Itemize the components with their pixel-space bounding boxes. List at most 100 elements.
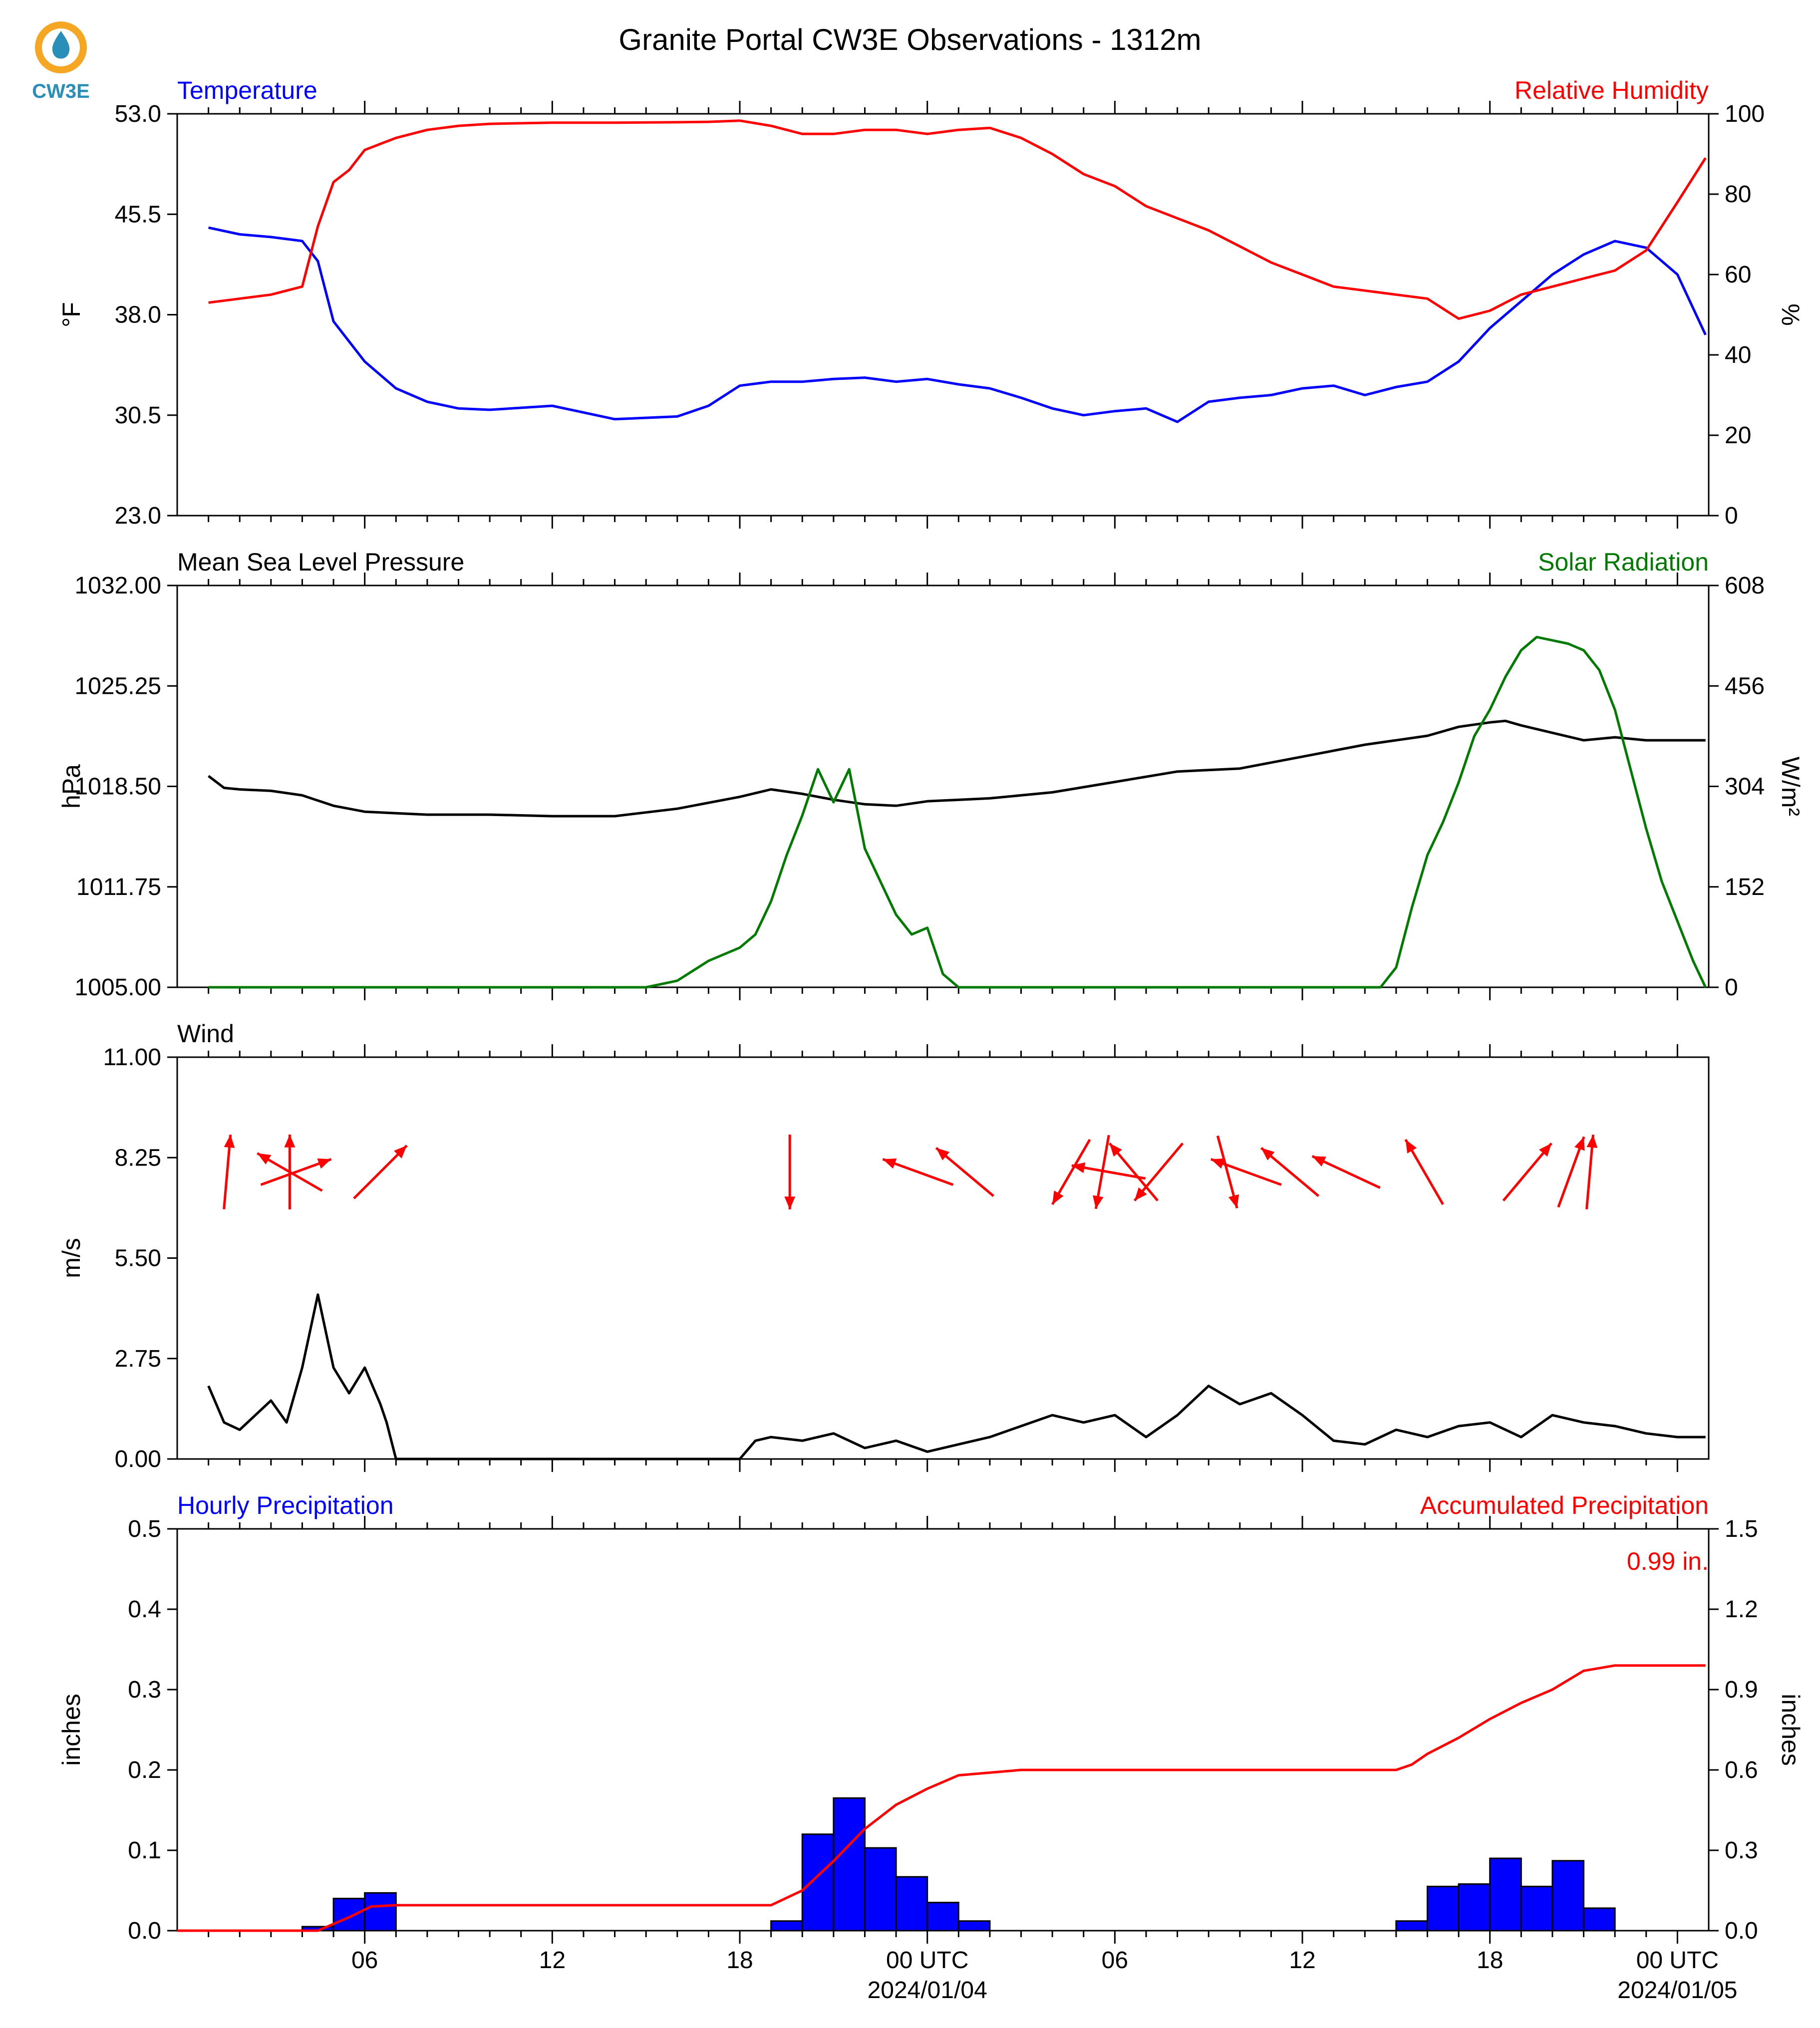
y-right-tick-label: 60 — [1725, 262, 1751, 288]
y-left-tick-label: 1018.50 — [74, 774, 161, 800]
y-right-tick-label: 1.2 — [1725, 1596, 1758, 1623]
y-left-tick-label: 53.0 — [115, 101, 161, 127]
wind-arrow-head — [284, 1135, 296, 1148]
wind-arrow-head — [784, 1196, 796, 1209]
x-tick-label: 00 UTC — [1636, 1947, 1719, 1974]
x-date-label: 2024/01/05 — [1617, 1977, 1737, 2004]
y-right-tick-label: 40 — [1725, 342, 1751, 368]
y-left-tick-label: 5.50 — [115, 1245, 161, 1272]
series-line-relative-humidity — [208, 119, 1707, 320]
wind-arrow-head — [317, 1158, 331, 1169]
wind-arrow-head — [1586, 1135, 1598, 1148]
y-right-tick-label: 608 — [1725, 573, 1765, 599]
precip-bar — [1583, 1907, 1616, 1932]
panel-title-left: Hourly Precipitation — [177, 1491, 394, 1519]
x-tick-label: 12 — [539, 1947, 566, 1974]
precip-bar — [1395, 1920, 1428, 1932]
y-right-tick-label: 152 — [1725, 874, 1765, 900]
panel-title-right: Solar Radiation — [1538, 548, 1709, 576]
y-right-tick-label: 100 — [1725, 101, 1765, 127]
x-tick-label: 06 — [1102, 1947, 1128, 1974]
precip-bar — [1426, 1885, 1460, 1932]
series-line-wind — [207, 1293, 1706, 1460]
panel-title-left: Temperature — [177, 76, 317, 104]
y-axis-label-left: inches — [57, 1694, 85, 1766]
y-left-tick-label: 0.3 — [128, 1677, 161, 1703]
y-left-tick-label: 38.0 — [115, 302, 161, 328]
wind-arrow-head — [1109, 1143, 1122, 1157]
precip-bar — [895, 1876, 928, 1932]
y-left-tick-label: 1025.25 — [74, 673, 161, 699]
panel-title-right: Accumulated Precipitation — [1420, 1491, 1709, 1519]
y-right-tick-label: 304 — [1725, 774, 1765, 800]
precip-bar — [926, 1902, 959, 1932]
wind-arrow-head — [394, 1145, 407, 1159]
logo-drop-icon — [52, 31, 70, 59]
precip-bar — [957, 1920, 991, 1932]
wind-arrow-head — [257, 1153, 272, 1164]
y-axis-label-right: W/m² — [1777, 757, 1805, 816]
precip-bar — [1551, 1860, 1585, 1932]
y-left-tick-label: 45.5 — [115, 201, 161, 228]
y-left-tick-label: 8.25 — [115, 1145, 161, 1171]
y-right-tick-label: 0.0 — [1725, 1918, 1758, 1944]
precip-bar — [864, 1847, 897, 1932]
wind-arrow-head — [1093, 1195, 1104, 1209]
wind-arrow-head — [1211, 1158, 1225, 1169]
cw3e-logo: CW3E — [32, 21, 90, 102]
y-right-tick-label: 0.9 — [1725, 1677, 1758, 1703]
y-right-tick-label: 1.5 — [1725, 1516, 1758, 1542]
y-left-tick-label: 0.2 — [128, 1757, 161, 1783]
y-axis-label-right: inches — [1777, 1694, 1805, 1766]
y-left-tick-label: 1011.75 — [76, 874, 161, 900]
y-left-tick-label: 30.5 — [115, 402, 161, 429]
x-tick-label: 00 UTC — [886, 1947, 968, 1974]
wind-arrow-head — [224, 1135, 235, 1148]
y-left-tick-label: 1005.00 — [74, 974, 161, 1001]
y-right-tick-label: 0 — [1725, 503, 1738, 529]
precip-bar — [1489, 1857, 1522, 1932]
y-left-tick-label: 0.4 — [128, 1596, 161, 1623]
precip-bar — [833, 1797, 866, 1932]
x-date-label: 2024/01/04 — [868, 1977, 987, 2004]
panel-frame-precip — [176, 1528, 1710, 1932]
y-axis-label-right: % — [1777, 303, 1805, 325]
x-tick-label: 12 — [1289, 1947, 1315, 1974]
wind-arrow-head — [1071, 1162, 1086, 1173]
chart-title: Granite Portal CW3E Observations - 1312m — [618, 23, 1201, 56]
wind-arrow-head — [1134, 1187, 1147, 1201]
precip-bar — [364, 1892, 397, 1932]
series-line-mean-sea-level-pressure — [208, 719, 1706, 818]
panel-frame-pressure_solar — [176, 584, 1710, 988]
y-right-tick-label: 20 — [1725, 422, 1751, 449]
y-right-tick-label: 0.3 — [1725, 1837, 1758, 1864]
panel-frame-wind — [176, 1056, 1710, 1460]
wind-arrow-head — [1405, 1140, 1417, 1154]
panel-title-right: Relative Humidity — [1515, 76, 1709, 104]
logo-text: CW3E — [32, 80, 90, 102]
y-left-tick-label: 0.00 — [115, 1446, 161, 1472]
precip-bar — [1520, 1885, 1553, 1932]
accumulated-precip-line — [177, 1664, 1706, 1932]
accumulated-total-label: 0.99 in. — [1627, 1547, 1709, 1575]
y-axis-label-left: m/s — [57, 1238, 85, 1278]
y-right-tick-label: 456 — [1725, 673, 1765, 699]
y-left-tick-label: 1032.00 — [74, 573, 161, 599]
series-line-temperature — [208, 226, 1707, 423]
wind-arrow-head — [936, 1148, 950, 1160]
y-axis-label-left: °F — [57, 302, 85, 327]
x-tick-label: 18 — [1477, 1947, 1503, 1974]
panel-title-left: Mean Sea Level Pressure — [177, 548, 464, 576]
y-right-tick-label: 0 — [1725, 974, 1738, 1001]
wind-arrow-head — [1312, 1156, 1326, 1167]
x-tick-label: 18 — [726, 1947, 753, 1974]
wind-arrow-head — [1228, 1194, 1239, 1208]
precip-bar — [332, 1898, 366, 1932]
series-line-solar-radiation — [208, 635, 1707, 989]
wind-arrow-head — [1261, 1148, 1275, 1160]
panel-title-left: Wind — [177, 1020, 234, 1048]
y-left-tick-label: 11.00 — [103, 1044, 161, 1071]
y-left-tick-label: 0.5 — [128, 1516, 161, 1542]
